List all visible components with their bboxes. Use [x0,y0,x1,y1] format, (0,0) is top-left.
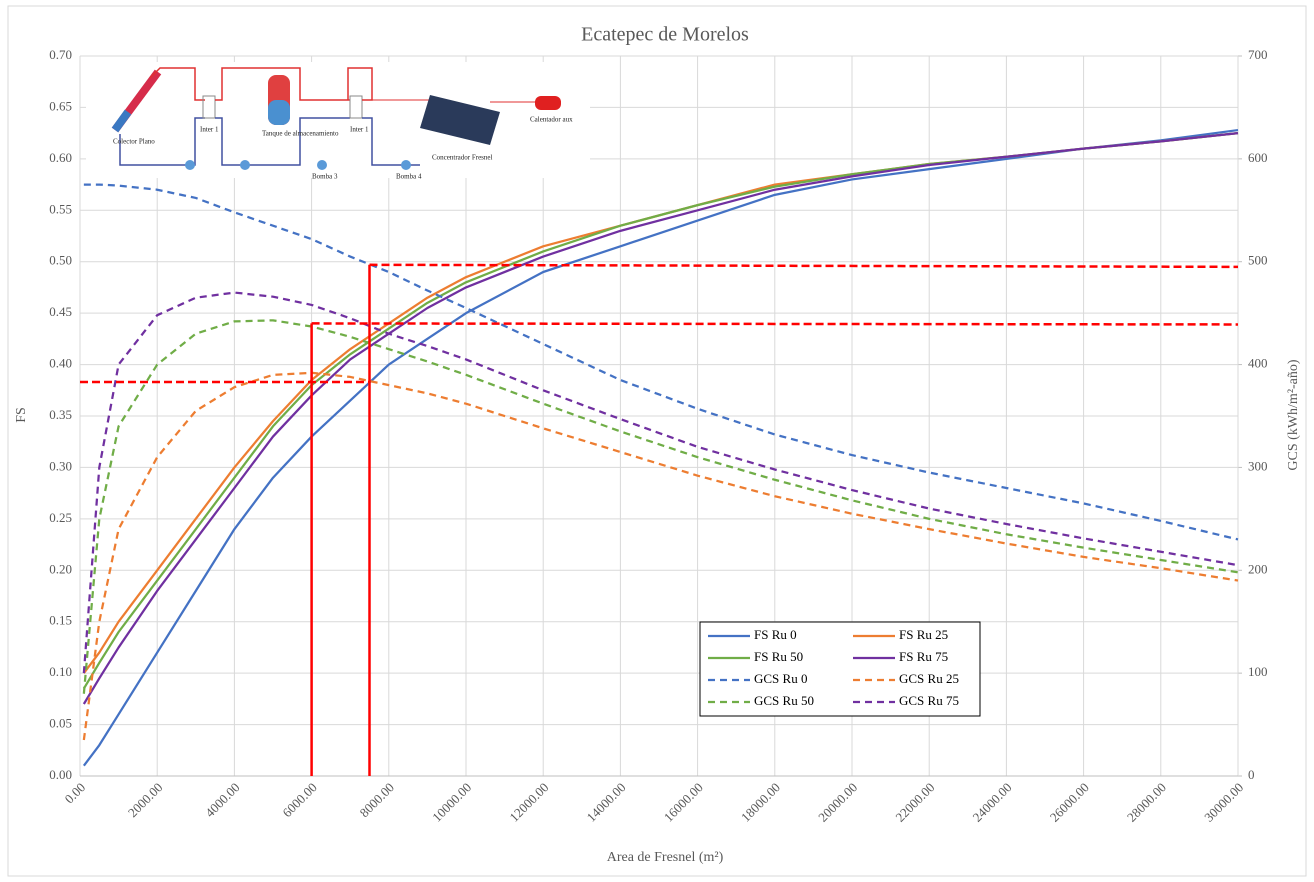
y-tick-label: 0.15 [49,613,72,628]
y-tick-label: 0.35 [49,407,72,422]
series-line [82,319,1239,694]
diagram-label: Concentrador Fresnel [432,154,493,162]
diagram-label: Inter 1 [350,126,369,134]
diagram-label: Bomba 4 [396,173,422,181]
system-diagram: Colector Plano Inter 1 Tanque de almacen… [86,62,590,181]
y-tick-label: 0.00 [49,767,72,782]
pipe-hot-2 [215,67,350,101]
pipe-cold-2 [215,117,350,166]
aux-heater [535,96,561,110]
legend-label: GCS Ru 25 [899,671,959,686]
exchanger-1 [202,95,216,119]
legend-label: FS Ru 75 [899,649,948,664]
legend-box [699,621,981,717]
y-tick-label: 0.70 [49,47,72,62]
diagram-label: Tanque de almacenamiento [262,130,339,138]
pump-3 [317,160,327,170]
y-tick-label: 0.65 [49,98,72,113]
x-axis-label: Area de Fresnel (m²) [607,850,724,865]
y2-tick-label: 0 [1248,767,1255,782]
y2-axis-label: GCS (kWh/m²-año) [1286,359,1301,470]
series-line [83,183,1239,541]
legend: FS Ru 0 FS Ru 25 FS Ru 50 FS Ru 75 GCS Ru 0 G… [699,621,981,717]
reference-line [311,322,1239,326]
legend-label: FS Ru 50 [754,649,803,664]
y-tick-label: 0.05 [49,716,72,731]
y2-tick-label: 200 [1248,561,1268,576]
y2-tick-label: 600 [1248,150,1268,165]
diagram-label: Bomba 3 [312,173,338,181]
y2-tick-label: 700 [1248,47,1268,62]
y-tick-label: 0.50 [49,253,72,268]
diagram-label: Colector Plano [113,138,155,146]
y2-tick-label: 500 [1248,253,1268,268]
series-line [82,291,1239,674]
pipe-cold-3 [362,117,420,166]
pipe-hot-3 [347,67,373,101]
y-tick-label: 0.20 [49,561,72,576]
y-tick-label: 0.60 [49,150,72,165]
exchanger-2 [349,95,363,119]
pump-4 [401,160,411,170]
series-line [82,132,1239,705]
y-tick-label: 0.30 [49,458,72,473]
diagram-label: Inter 1 [200,126,219,134]
series-line [82,128,1239,767]
y-tick-label: 0.10 [49,664,72,679]
legend-label: GCS Ru 75 [899,693,959,708]
pump-2 [240,160,250,170]
diagram-background [86,62,590,178]
legend-label: GCS Ru 0 [754,671,807,686]
pump-1 [185,160,195,170]
legend-label: FS Ru 25 [899,627,948,642]
y-tick-label: 0.25 [49,510,72,525]
y-tick-label: 0.40 [49,356,72,371]
reference-line [369,263,1239,269]
chart-title: Ecatepec de Morelos [581,24,749,46]
y2-tick-label: 300 [1248,458,1268,473]
fresnel-concentrator [420,95,500,145]
y2-tick-label: 100 [1248,664,1268,679]
diagram-label: Calentador aux [530,116,573,124]
y-axis-label: FS [14,407,29,423]
legend-label: FS Ru 0 [754,627,797,642]
tank-cold [268,100,290,125]
collector-cold [111,109,132,133]
series-line [82,371,1239,741]
y-tick-label: 0.55 [49,201,72,216]
y-tick-label: 0.45 [49,304,72,319]
y2-tick-label: 400 [1248,356,1268,371]
legend-label: GCS Ru 50 [754,693,814,708]
pipe-hot [149,67,205,101]
